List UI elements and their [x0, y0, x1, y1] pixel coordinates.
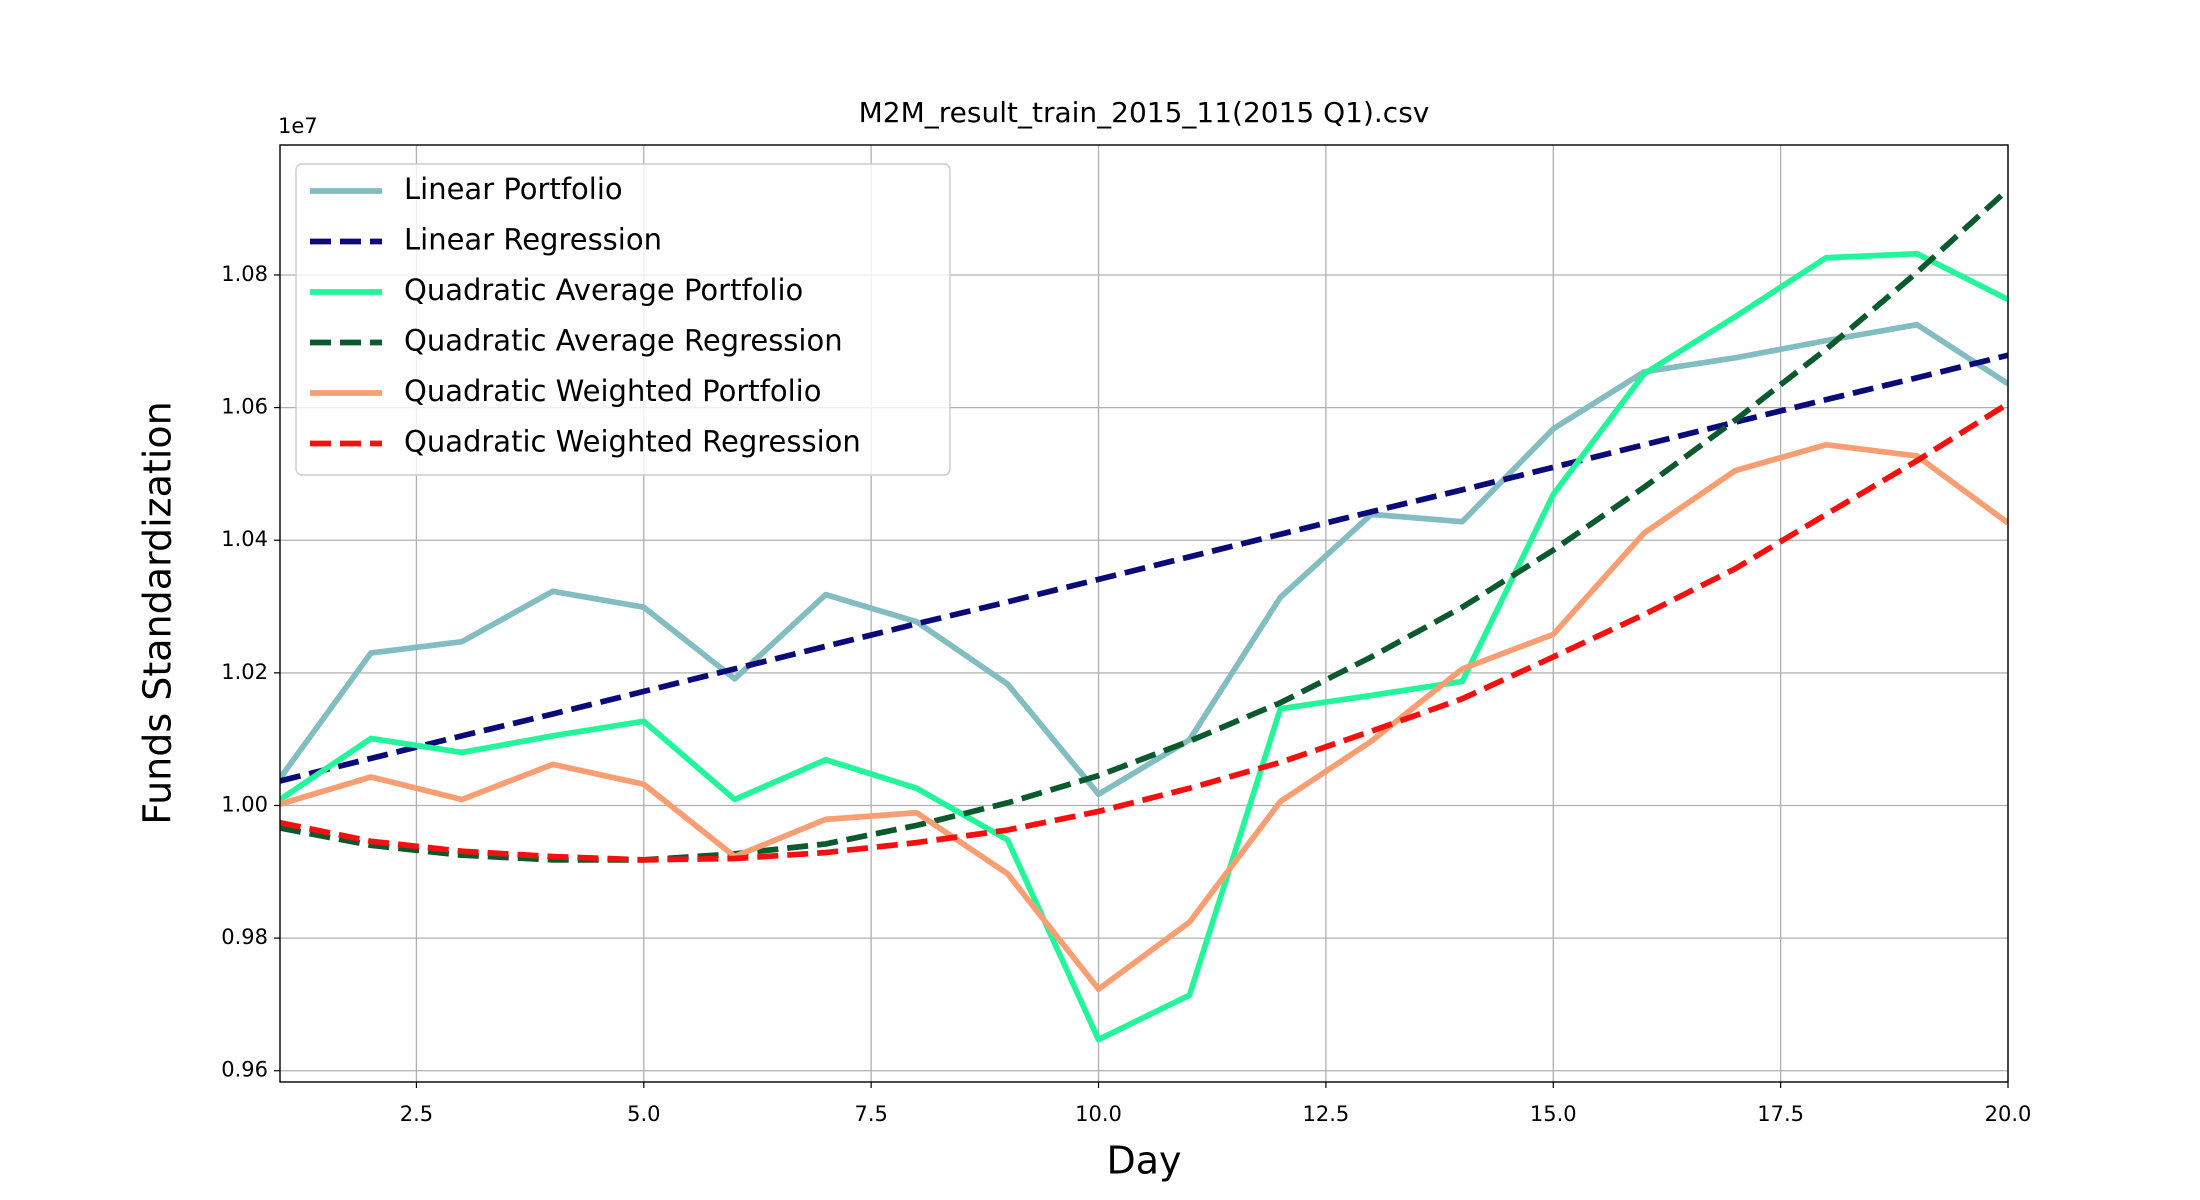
y-tick-label: 0.98	[221, 925, 268, 949]
x-tick-label: 20.0	[1985, 1102, 2032, 1126]
plot-frame	[279, 144, 2009, 1083]
x-tick-label: 7.5	[854, 1102, 887, 1126]
y-tick-label: 1.06	[221, 395, 268, 419]
x-axis-label: Day	[1106, 1139, 1181, 1183]
series-line	[280, 250, 2008, 1043]
legend-box	[295, 163, 951, 476]
series-line	[280, 352, 2008, 784]
y-tick-label: 1.04	[221, 527, 268, 551]
y-tick-label: 1.02	[221, 660, 268, 684]
x-tick-label: 5.0	[627, 1102, 660, 1126]
x-tick-label: 10.0	[1075, 1102, 1122, 1126]
legend-label: Quadratic Weighted Portfolio	[404, 374, 821, 408]
x-tick-label: 17.5	[1757, 1102, 1804, 1126]
y-tick-label: 0.96	[221, 1058, 268, 1082]
y-axis-label: Funds Standardization	[136, 401, 180, 824]
y-tick-label: 1.00	[221, 792, 268, 816]
legend-label: Quadratic Average Regression	[404, 324, 843, 358]
x-tick-label: 12.5	[1303, 1102, 1350, 1126]
series-line	[280, 441, 2008, 993]
legend-label: Linear Regression	[404, 223, 662, 257]
x-tick-label: 15.0	[1530, 1102, 1577, 1126]
series-line	[280, 401, 2008, 863]
legend-label: Quadratic Average Portfolio	[404, 273, 803, 307]
legend-label: Linear Portfolio	[404, 172, 623, 206]
x-tick-label: 2.5	[400, 1102, 433, 1126]
legend-label: Quadratic Weighted Regression	[404, 425, 861, 459]
chart-title: M2M_result_train_2015_11(2015 Q1).csv	[859, 96, 1430, 129]
y-offset-label: 1e7	[278, 114, 318, 138]
series-line	[280, 321, 2008, 798]
y-tick-label: 1.08	[221, 262, 268, 286]
